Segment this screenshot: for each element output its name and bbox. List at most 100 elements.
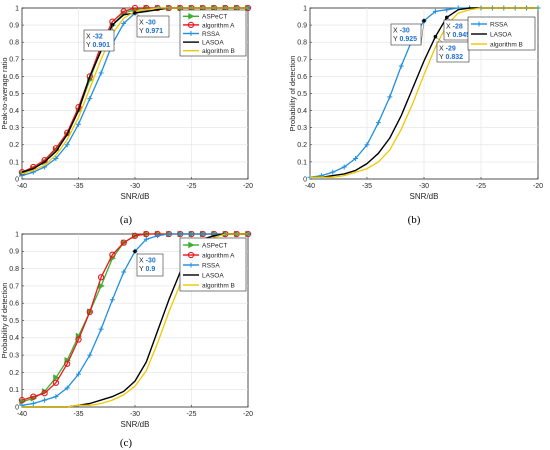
grid-lines bbox=[22, 8, 248, 179]
y-tick-label: 0.3 bbox=[297, 125, 307, 132]
datatip-x: X -30 bbox=[139, 258, 156, 265]
y-tick-label: 0 bbox=[303, 176, 307, 183]
marker-plus bbox=[53, 394, 59, 400]
y-tick-label: 1 bbox=[15, 231, 19, 238]
datatip-x-value: -30 bbox=[146, 258, 156, 265]
marker-plus bbox=[432, 8, 438, 14]
y-tick-label: 0 bbox=[15, 176, 19, 183]
datatip-box bbox=[136, 253, 164, 277]
marker-plus bbox=[121, 269, 127, 275]
datatip-y: Y 0.832 bbox=[439, 54, 463, 61]
y-tick-label: 0.1 bbox=[9, 159, 19, 166]
legend-label: algorithm A bbox=[202, 252, 235, 259]
panel-caption: (c) bbox=[120, 437, 133, 449]
x-tick-label: -25 bbox=[186, 183, 196, 190]
marker-plus bbox=[155, 233, 161, 239]
marker-circle bbox=[143, 230, 150, 238]
marker-plus bbox=[87, 352, 93, 358]
marker-circle bbox=[64, 360, 71, 367]
marker-plus bbox=[353, 155, 359, 161]
y-tick-label: 0.4 bbox=[297, 108, 307, 115]
datatip-y-value: 0.925 bbox=[400, 36, 418, 43]
marker-circle bbox=[187, 21, 195, 29]
marker-plus bbox=[341, 164, 347, 170]
y-tick-label: 0.6 bbox=[297, 74, 307, 81]
y-tick-label: 0.2 bbox=[9, 142, 19, 149]
x-tick-label: -20 bbox=[243, 183, 253, 190]
datatip-box bbox=[436, 41, 470, 63]
marker-plus bbox=[200, 231, 206, 237]
marker-triangle bbox=[188, 241, 195, 249]
datatip-box bbox=[390, 23, 422, 46]
marker-circle bbox=[131, 4, 139, 12]
datatip-point bbox=[110, 23, 115, 27]
y-tick-label: 0.4 bbox=[9, 335, 19, 342]
marker-circle bbox=[86, 308, 93, 315]
x-tick-label: -40 bbox=[17, 183, 27, 190]
datatip-x-value: -30 bbox=[146, 20, 156, 27]
datatip-x: X -29 bbox=[439, 46, 456, 53]
legend-label: RSSA bbox=[202, 262, 220, 269]
marker-plus bbox=[330, 169, 336, 175]
y-tick-label: 0.8 bbox=[9, 40, 19, 47]
marker-plus bbox=[364, 142, 370, 148]
datatip-x-key: X bbox=[446, 24, 453, 31]
marker-plus bbox=[98, 70, 104, 76]
marker-circle bbox=[97, 274, 105, 281]
y-tick-label: 0.9 bbox=[297, 23, 307, 30]
axes: -40 -35 -30 -25 -20 0 0.1 0.2 0.3 0.4 0.5 0.6 0.7 0.8… bbox=[0, 5, 253, 201]
marker-plus bbox=[76, 121, 81, 127]
y-tick-label: 0.1 bbox=[297, 159, 307, 166]
y-tick-label: 0.2 bbox=[297, 142, 307, 149]
x-tick-label: -30 bbox=[419, 183, 429, 190]
y-axis-label: Probability of detection bbox=[288, 56, 297, 132]
marker-circle bbox=[120, 8, 127, 15]
series-group bbox=[307, 5, 541, 180]
y-tick-label: 0.5 bbox=[9, 91, 19, 98]
marker-plus bbox=[98, 326, 104, 332]
marker-plus bbox=[143, 236, 149, 242]
annotation-group: X -30Y 0.9 bbox=[133, 249, 164, 277]
x-axis-label: SNR/dB bbox=[410, 192, 439, 201]
y-tick-label: 0.8 bbox=[297, 40, 307, 47]
marker-plus bbox=[375, 120, 381, 126]
datatip-y: Y 0.945 bbox=[446, 32, 470, 39]
x-tick-label: -35 bbox=[73, 183, 83, 190]
datatip-y: Y 0.925 bbox=[393, 36, 417, 43]
datatip-x: X -28 bbox=[446, 24, 463, 31]
marker-plus bbox=[188, 31, 194, 36]
y-tick-label: 0.1 bbox=[9, 387, 19, 394]
legend: RSSA LASOA algorithm B bbox=[467, 16, 536, 51]
x-tick-label: -20 bbox=[533, 183, 543, 190]
axes: -40 -35 -30 -25 -20 0 0.1 0.2 0.3 0.4 0.5 0.6 0.7 0.8… bbox=[0, 231, 253, 429]
x-tick-label: -25 bbox=[186, 411, 196, 418]
marker-plus bbox=[76, 371, 81, 377]
y-tick-label: 0.7 bbox=[9, 283, 19, 290]
datatip-y-key: Y bbox=[446, 32, 453, 39]
datatip-y-key: Y bbox=[139, 266, 146, 273]
marker-circle bbox=[120, 239, 127, 246]
marker-circle bbox=[131, 232, 139, 239]
datatip-y-value: 0.9 bbox=[146, 266, 156, 273]
marker-plus bbox=[387, 94, 393, 100]
datatip-x-value: -29 bbox=[446, 46, 456, 53]
datatip-connector bbox=[420, 20, 425, 46]
x-tick-label: -20 bbox=[243, 411, 253, 418]
datatip-x: X -32 bbox=[86, 34, 103, 41]
marker-plus bbox=[30, 401, 36, 407]
datatip-y-value: 0.945 bbox=[453, 32, 471, 39]
marker-circle bbox=[187, 251, 195, 259]
y-tick-label: 0 bbox=[15, 404, 19, 411]
legend-label: algorithm A bbox=[202, 22, 235, 29]
datatip-box bbox=[83, 29, 115, 52]
datatip-x-key: X bbox=[439, 46, 446, 53]
y-tick-label: 0.7 bbox=[9, 57, 19, 64]
x-axis-label: SNR/dB bbox=[121, 192, 150, 201]
marker-circle bbox=[109, 251, 116, 258]
marker-plus bbox=[42, 397, 48, 403]
marker-plus bbox=[19, 173, 25, 179]
datatip-x: X -30 bbox=[393, 28, 410, 35]
